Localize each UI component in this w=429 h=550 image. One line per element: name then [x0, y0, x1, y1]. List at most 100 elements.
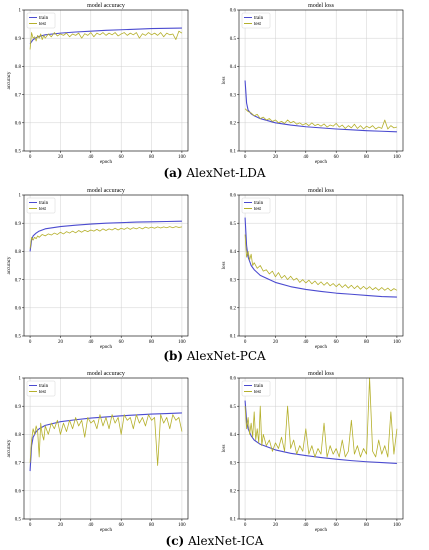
caption-a: (a) AlexNet-LDA — [0, 166, 429, 180]
x-tick-label: 0 — [29, 523, 32, 528]
x-tick-label: 20 — [58, 340, 64, 345]
x-tick-label: 40 — [88, 155, 94, 160]
y-tick-label: 0.4 — [230, 65, 237, 70]
y-tick-label: 0.9 — [15, 222, 22, 227]
legend-label-test: test — [39, 390, 47, 395]
x-tick-label: 100 — [178, 340, 186, 345]
chart-c-loss: model loss 0 20 40 60 80 100 0.1 0.2 0.3 0.4 0.5 0.6… — [222, 371, 404, 533]
panel-c: model accuracy 0 20 40 60 80 100 0.5 0.6 0.7 0.8 0.… — [0, 366, 429, 550]
y-axis-label: accuracy — [7, 71, 12, 89]
x-tick-label: 0 — [244, 340, 247, 345]
y-axis-label: loss — [222, 77, 227, 85]
y-tick-label: 0.1 — [230, 518, 237, 523]
chart-a-loss: model loss 0 20 40 60 80 100 0.1 0.2 0.3 0.4 0.5 0.6… — [222, 3, 404, 165]
y-tick-label: 0.1 — [230, 150, 237, 155]
y-tick-label: 0.6 — [15, 490, 22, 495]
plot-frame — [23, 377, 189, 520]
chart-title: model accuracy — [87, 188, 125, 194]
plot-frame — [238, 194, 404, 337]
x-tick-label: 40 — [303, 523, 309, 528]
legend-label-test: test — [39, 22, 47, 27]
x-axis-label: epoch — [315, 160, 327, 165]
plot-frame — [23, 194, 189, 337]
y-axis-label: loss — [222, 445, 227, 453]
y-tick-label: 0.4 — [230, 250, 237, 255]
y-tick-label: 0.3 — [230, 93, 237, 98]
chart-title: model loss — [308, 371, 334, 377]
y-tick-label: 0.2 — [230, 490, 237, 495]
y-tick-label: 0.4 — [230, 433, 237, 438]
y-tick-label: 0.7 — [15, 461, 22, 466]
legend-label-test: test — [254, 390, 262, 395]
y-tick-label: 1 — [19, 194, 22, 199]
legend-label-test: test — [39, 207, 47, 212]
series-line-test — [29, 226, 183, 249]
x-axis-label: epoch — [315, 345, 327, 350]
x-tick-label: 100 — [178, 155, 186, 160]
y-tick-label: 0.5 — [15, 518, 22, 523]
y-tick-label: 0.3 — [230, 278, 237, 283]
panel-a: model accuracy 0 20 40 60 80 100 0.5 0.6 0.7 0.8 0.… — [0, 0, 429, 183]
x-tick-label: 80 — [364, 155, 370, 160]
y-tick-label: 1 — [19, 377, 22, 382]
plot-frame — [23, 9, 189, 152]
x-tick-label: 80 — [364, 523, 370, 528]
x-tick-label: 100 — [393, 523, 401, 528]
x-tick-label: 40 — [303, 155, 309, 160]
y-tick-label: 0.3 — [230, 461, 237, 466]
x-tick-label: 60 — [119, 340, 125, 345]
x-tick-label: 80 — [149, 340, 155, 345]
y-tick-label: 1 — [19, 9, 22, 14]
x-tick-label: 100 — [178, 523, 186, 528]
x-tick-label: 60 — [334, 523, 340, 528]
y-tick-label: 0.2 — [230, 122, 237, 127]
legend-box — [26, 380, 56, 397]
x-tick-label: 0 — [29, 155, 32, 160]
series-line-test — [29, 414, 183, 466]
x-tick-label: 20 — [273, 523, 279, 528]
y-tick-label: 0.6 — [15, 307, 22, 312]
chart-title: model loss — [308, 3, 334, 9]
y-tick-label: 0.5 — [15, 335, 22, 340]
x-tick-label: 0 — [244, 155, 247, 160]
y-tick-label: 0.6 — [15, 122, 22, 127]
x-axis-label: epoch — [315, 528, 327, 533]
x-tick-label: 80 — [149, 523, 155, 528]
chart-title: model accuracy — [87, 3, 125, 9]
x-tick-label: 60 — [119, 523, 125, 528]
y-tick-label: 0.5 — [230, 222, 237, 227]
x-axis-label: epoch — [100, 160, 112, 165]
legend-label-train: train — [39, 384, 49, 389]
chart-title: model loss — [308, 188, 334, 194]
x-tick-label: 40 — [88, 523, 94, 528]
legend-box — [241, 380, 271, 397]
plot-frame — [238, 9, 404, 152]
x-tick-label: 0 — [244, 523, 247, 528]
legend-box — [241, 12, 271, 29]
y-tick-label: 0.7 — [15, 93, 22, 98]
y-tick-label: 0.5 — [230, 37, 237, 42]
x-tick-label: 0 — [29, 340, 32, 345]
chart-c-accuracy: model accuracy 0 20 40 60 80 100 0.5 0.6 0.7 0.8 0.… — [7, 371, 189, 533]
legend-label-train: train — [39, 201, 49, 206]
y-tick-label: 0.6 — [230, 194, 237, 199]
caption-a-text: AlexNet-LDA — [182, 166, 266, 180]
chart-title: model accuracy — [87, 371, 125, 377]
series-line-test — [244, 234, 398, 292]
series-line-train — [29, 412, 182, 472]
x-tick-label: 20 — [58, 155, 64, 160]
series-line-train — [244, 80, 397, 133]
x-axis-label: epoch — [100, 345, 112, 350]
x-tick-label: 80 — [364, 340, 370, 345]
x-tick-label: 40 — [303, 340, 309, 345]
legend-label-test: test — [254, 207, 262, 212]
legend-label-test: test — [254, 22, 262, 27]
legend-box — [241, 197, 271, 214]
y-tick-label: 0.9 — [15, 37, 22, 42]
y-tick-label: 0.8 — [15, 250, 22, 255]
y-axis-label: loss — [222, 262, 227, 270]
